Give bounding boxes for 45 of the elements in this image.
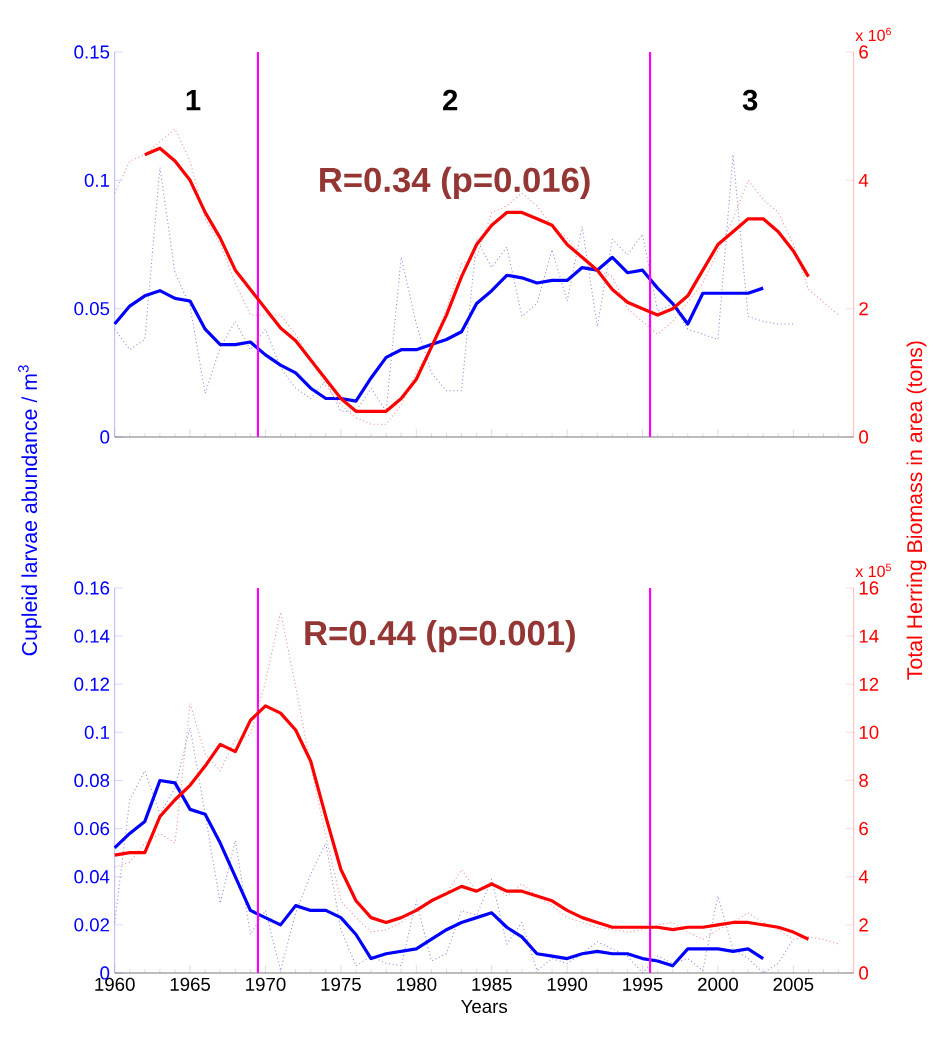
y-tick-label: 0.15	[74, 45, 110, 59]
y-tick-label: 0.04	[74, 870, 110, 884]
y2-tick-label: 4	[858, 870, 869, 884]
y2-tick-label: 2	[859, 918, 868, 932]
annotation: 2	[443, 89, 458, 111]
x-tick-label: 1990	[547, 977, 588, 991]
y-tick-label: 0.06	[74, 821, 110, 836]
y-tick-label: 0.08	[74, 773, 110, 788]
y2-tick-label: 16	[859, 581, 879, 595]
y2-tick-label: 0	[859, 966, 869, 980]
y-tick-label: 0.1	[84, 173, 110, 187]
line-series	[114, 611, 840, 945]
y2-tick-label: 14	[859, 629, 879, 643]
y2-tick-label: 0	[859, 430, 869, 444]
text: x 10$^{6}$	[855, 27, 891, 42]
y2-tick-label: 4	[858, 173, 869, 187]
y2-axis-title: Total Herring Biomass in area (tons)	[906, 341, 927, 680]
annotation: 3	[742, 89, 758, 111]
y-tick-label: 0.05	[74, 302, 110, 316]
y2-tick-label: 2	[859, 302, 868, 316]
annotation: 1	[186, 90, 201, 111]
y-tick-label: 0.02	[74, 918, 110, 932]
y2-tick-label: 8	[859, 773, 868, 788]
y2-tick-label: 10	[859, 725, 879, 739]
y-tick-label: 0.14	[74, 629, 110, 643]
x-tick-label: 1970	[246, 977, 286, 991]
x-tick-label: 1980	[396, 977, 437, 991]
y2-tick-label: 6	[859, 821, 868, 836]
y-tick-label: 0.1	[84, 725, 110, 739]
x-tick-label: 1995	[623, 977, 663, 991]
annotation: R=0.44 (p=0.001)	[305, 619, 575, 653]
x-tick-label: 1975	[321, 977, 361, 991]
y2-tick-label: 12	[859, 677, 879, 691]
y-tick-label: 0.16	[74, 581, 110, 595]
annotation: R=0.34 (p=0.016)	[320, 166, 590, 200]
y2-tick-label: 6	[859, 45, 868, 59]
x-tick-label: 2005	[773, 977, 814, 991]
y-tick-label: 0	[100, 430, 110, 444]
x-tick-label: 1985	[472, 977, 512, 991]
text: x 10$^{5}$	[855, 563, 891, 578]
x-tick-label: 1965	[170, 977, 211, 991]
x-axis-title: Years	[461, 1000, 508, 1014]
x-tick-label: 2000	[698, 977, 738, 991]
y-tick-label: 0.12	[74, 677, 110, 691]
y-axis-title: Cupleid larvae abundance / m$^{3}$	[18, 365, 42, 656]
